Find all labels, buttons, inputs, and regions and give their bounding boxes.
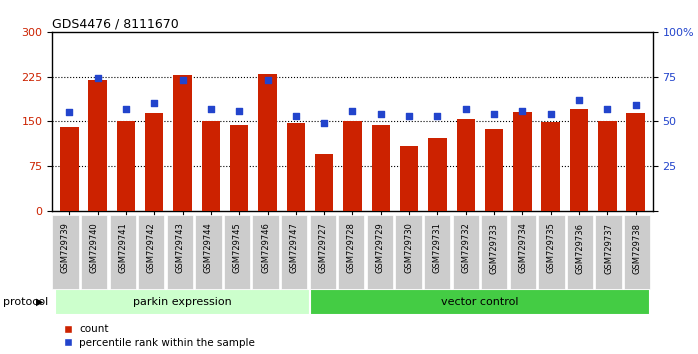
- Text: GDS4476 / 8111670: GDS4476 / 8111670: [52, 18, 179, 31]
- Text: GSM729731: GSM729731: [433, 223, 442, 273]
- Point: [149, 101, 160, 106]
- Point: [602, 106, 613, 112]
- Bar: [542, 122, 560, 211]
- Bar: [145, 114, 163, 211]
- Text: GSM729740: GSM729740: [89, 223, 98, 273]
- Bar: [429, 138, 447, 211]
- Text: GSM729735: GSM729735: [547, 223, 556, 273]
- Bar: [315, 154, 334, 211]
- Bar: [371, 125, 390, 211]
- Text: GSM729741: GSM729741: [118, 223, 127, 273]
- Point: [432, 113, 443, 119]
- Text: GSM729732: GSM729732: [461, 223, 470, 273]
- Point: [403, 113, 415, 119]
- Bar: [230, 125, 248, 211]
- Bar: [626, 114, 645, 211]
- Point: [489, 111, 500, 117]
- Text: GSM729745: GSM729745: [232, 223, 242, 273]
- Text: GSM729744: GSM729744: [204, 223, 213, 273]
- Point: [64, 109, 75, 115]
- Text: GSM729736: GSM729736: [576, 223, 584, 274]
- Point: [545, 111, 556, 117]
- Bar: [60, 127, 79, 211]
- Text: GSM729738: GSM729738: [632, 223, 641, 274]
- Bar: [202, 121, 220, 211]
- Text: GSM729730: GSM729730: [404, 223, 413, 273]
- Bar: [258, 74, 276, 211]
- Text: GSM729742: GSM729742: [147, 223, 156, 273]
- Point: [630, 102, 641, 108]
- Bar: [117, 121, 135, 211]
- Text: GSM729734: GSM729734: [519, 223, 528, 273]
- Point: [290, 113, 302, 119]
- Bar: [310, 289, 650, 315]
- Text: vector control: vector control: [441, 297, 519, 307]
- Point: [376, 111, 387, 117]
- Bar: [343, 121, 362, 211]
- Bar: [400, 146, 418, 211]
- Text: GSM729733: GSM729733: [490, 223, 499, 274]
- Bar: [173, 75, 192, 211]
- Legend: count, percentile rank within the sample: count, percentile rank within the sample: [57, 320, 260, 352]
- Point: [262, 77, 273, 83]
- Point: [347, 108, 358, 113]
- Point: [205, 106, 216, 112]
- Text: GSM729747: GSM729747: [290, 223, 299, 273]
- Bar: [485, 129, 503, 211]
- Point: [177, 77, 188, 83]
- Point: [318, 120, 329, 126]
- Bar: [456, 119, 475, 211]
- Text: GSM729739: GSM729739: [61, 223, 70, 273]
- Text: GSM729727: GSM729727: [318, 223, 327, 273]
- Point: [517, 108, 528, 113]
- Text: GSM729729: GSM729729: [376, 223, 385, 273]
- Point: [234, 108, 245, 113]
- Bar: [287, 123, 305, 211]
- Bar: [513, 112, 532, 211]
- Bar: [55, 289, 310, 315]
- Text: GSM729737: GSM729737: [604, 223, 613, 274]
- Text: GSM729746: GSM729746: [261, 223, 270, 273]
- Bar: [570, 109, 588, 211]
- Point: [92, 75, 103, 81]
- Text: protocol: protocol: [3, 297, 49, 307]
- Text: parkin expression: parkin expression: [133, 297, 232, 307]
- Text: ▶: ▶: [36, 297, 43, 307]
- Point: [120, 106, 131, 112]
- Text: GSM729743: GSM729743: [175, 223, 184, 273]
- Point: [460, 106, 471, 112]
- Bar: [598, 121, 616, 211]
- Bar: [89, 80, 107, 211]
- Text: GSM729728: GSM729728: [347, 223, 356, 273]
- Point: [574, 97, 585, 103]
